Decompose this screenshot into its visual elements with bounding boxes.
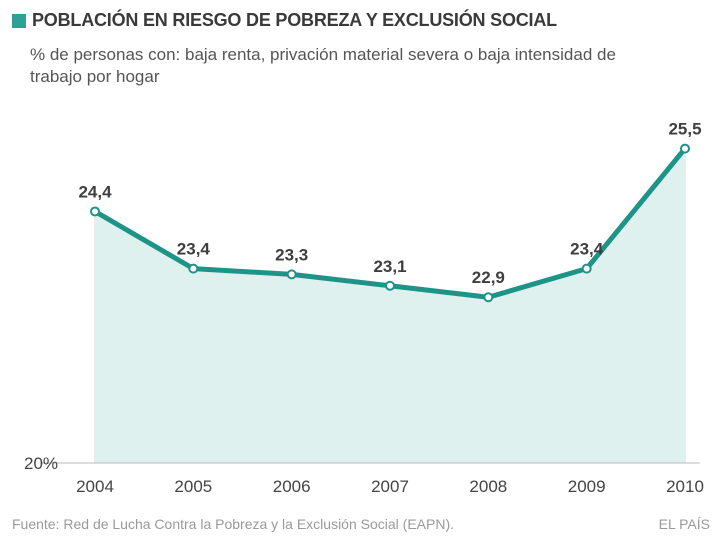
value-label-2006: 23,3 — [275, 245, 308, 264]
x-tick-2006: 2006 — [273, 477, 311, 496]
y-baseline-label: 20% — [24, 454, 58, 473]
value-label-2009: 23,4 — [570, 240, 604, 259]
x-tick-2008: 2008 — [469, 477, 507, 496]
x-tick-2010: 2010 — [666, 477, 704, 496]
x-tick-2004: 2004 — [76, 477, 114, 496]
value-label-2005: 23,4 — [177, 240, 211, 259]
value-label-2010: 25,5 — [668, 120, 701, 139]
points-layer — [90, 143, 690, 303]
data-point-2005 — [188, 263, 199, 274]
area-fill — [95, 148, 685, 464]
data-point-2007 — [385, 280, 395, 291]
chart-title: POBLACIÓN EN RIESGO DE POBREZA Y EXCLUSI… — [32, 10, 557, 30]
data-point-2008 — [483, 292, 494, 303]
brand-label: EL PAÍS — [658, 516, 710, 532]
chart-header: POBLACIÓN EN RIESGO DE POBREZA Y EXCLUSI… — [12, 10, 557, 31]
value-label-2008: 22,9 — [472, 268, 505, 287]
value-label-2007: 23,1 — [373, 257, 406, 276]
ticks-layer: 2004 2005 2006 2007 2008 2009 2010 — [76, 477, 704, 496]
x-tick-2009: 2009 — [568, 477, 606, 496]
data-point-2004 — [90, 206, 100, 217]
source-note: Fuente: Red de Lucha Contra la Pobreza y… — [12, 516, 455, 532]
data-point-2010 — [680, 143, 690, 154]
value-label-2004: 24,4 — [78, 182, 112, 201]
x-tick-2007: 2007 — [371, 477, 409, 496]
title-marker-icon — [12, 13, 26, 28]
chart-subtitle: % de personas con: baja renta, privación… — [30, 45, 616, 86]
labels-layer: 24,4 23,4 23,3 23,1 22,9 23,4 25,5 — [78, 120, 701, 288]
x-tick-2005: 2005 — [174, 477, 212, 496]
data-point-2009 — [581, 263, 592, 274]
data-point-2006 — [286, 269, 297, 280]
